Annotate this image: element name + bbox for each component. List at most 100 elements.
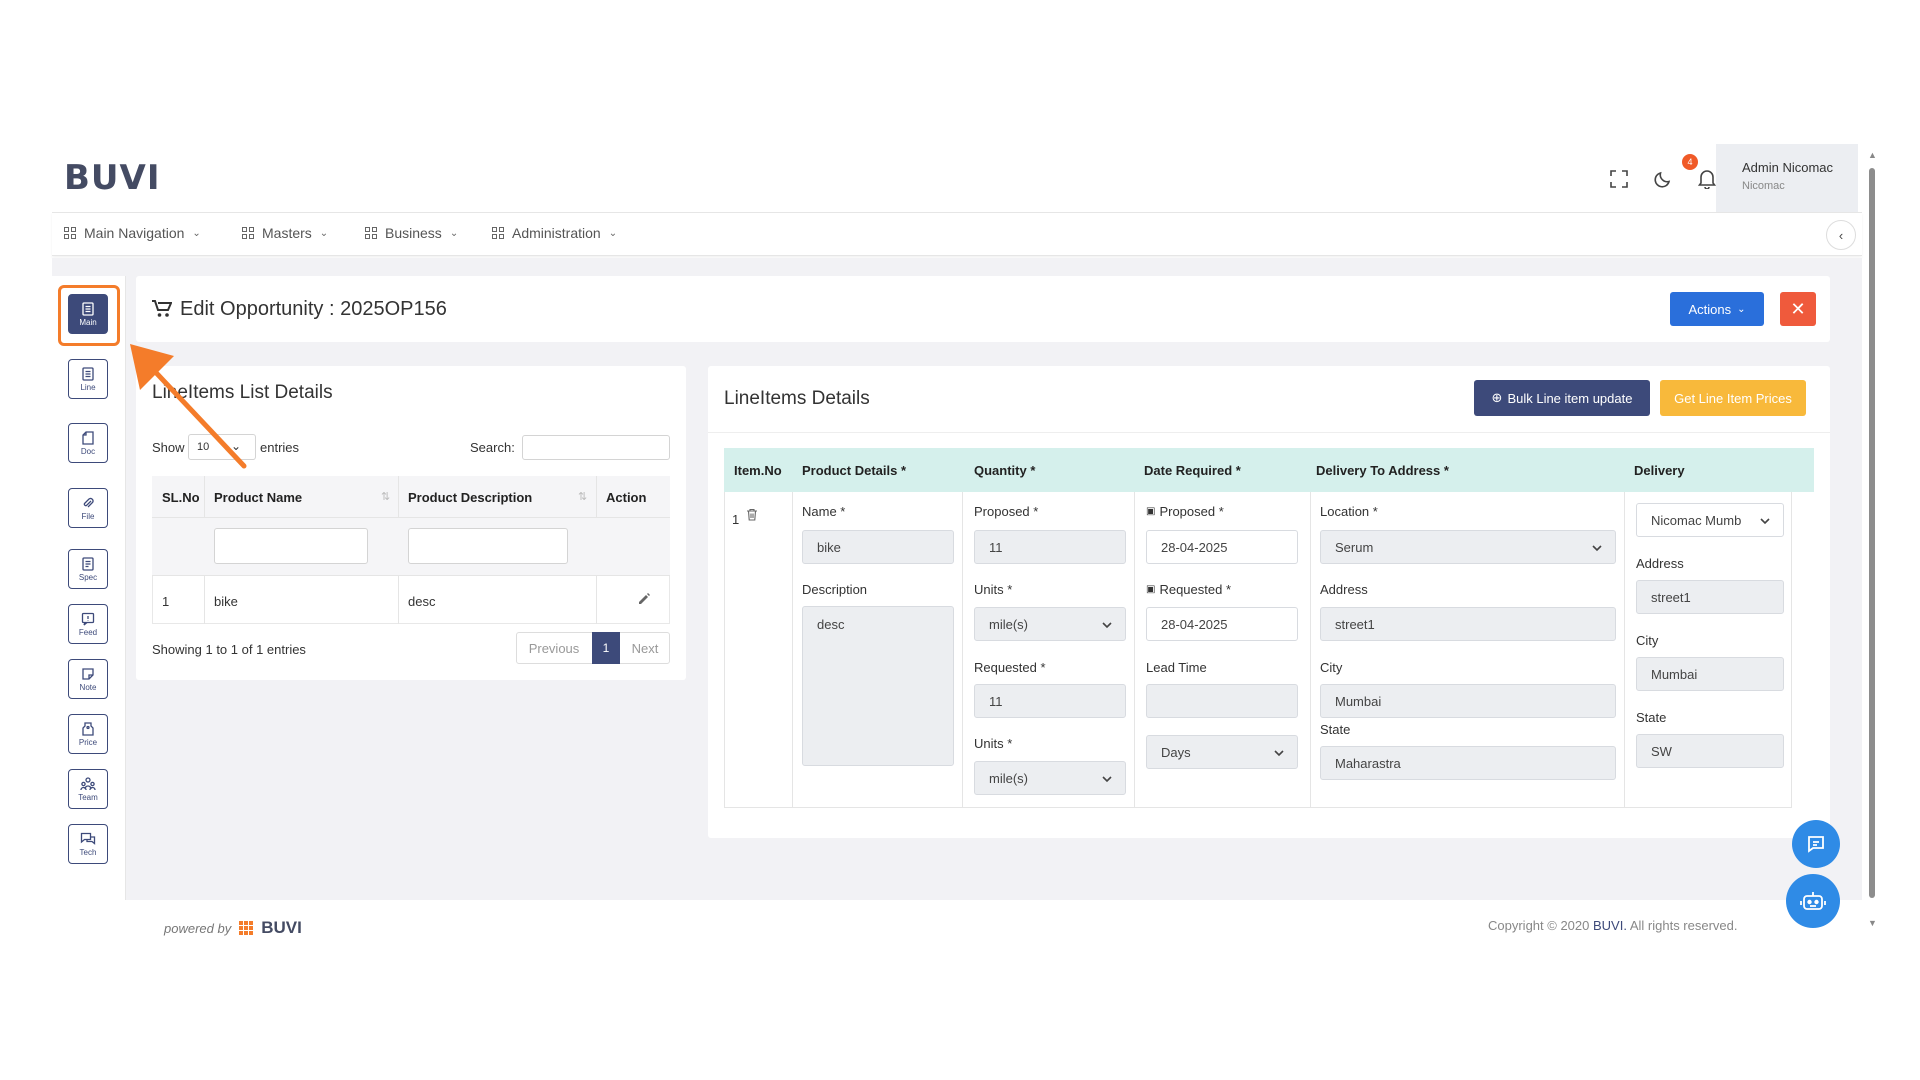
main-nav-bar: Main Navigation ⌄ Masters ⌄ Business ⌄ A…: [52, 212, 1862, 256]
date-proposed-input[interactable]: 28-04-2025: [1146, 530, 1298, 564]
col-product-name[interactable]: Product Name: [214, 490, 303, 505]
sort-icon[interactable]: ⇅: [578, 491, 588, 503]
chat-icon: [80, 832, 96, 845]
search-label: Search:: [470, 440, 515, 455]
delivery-city-input[interactable]: Mumbai: [1636, 657, 1784, 691]
entries-select[interactable]: 10 ⌄: [188, 434, 256, 460]
document-icon: [82, 301, 94, 316]
footer-powered: powered by BUVI: [164, 918, 302, 938]
lead-unit-value: Days: [1161, 744, 1191, 760]
bot-button[interactable]: [1786, 874, 1840, 928]
sidebar-item-line[interactable]: Line: [68, 359, 108, 399]
chevron-down-icon: [1592, 545, 1602, 552]
team-icon: [80, 776, 96, 790]
trash-icon[interactable]: [746, 508, 758, 524]
pagination-previous[interactable]: Previous: [528, 640, 580, 656]
delivery-select[interactable]: Nicomac Mumb: [1636, 503, 1784, 537]
city-input[interactable]: Mumbai: [1320, 684, 1616, 718]
description-textarea[interactable]: desc: [802, 606, 954, 766]
feedback-icon: [81, 612, 95, 625]
scrollbar[interactable]: ▲ ▼: [1866, 150, 1878, 930]
pagination-page[interactable]: 1: [592, 632, 620, 664]
user-menu[interactable]: Admin Nicomac Nicomac: [1716, 144, 1858, 212]
col-quantity: Quantity *: [974, 463, 1036, 478]
search-input[interactable]: [522, 435, 670, 460]
sidebar-item-file[interactable]: File: [68, 488, 108, 528]
page-header-card: [136, 276, 1830, 342]
nav-administration[interactable]: Administration ⌄: [492, 225, 617, 241]
brand-logo[interactable]: BUVI: [64, 158, 161, 198]
bell-icon[interactable]: [1694, 166, 1720, 192]
product-description-filter[interactable]: [408, 528, 568, 564]
sidebar-label: Main: [79, 317, 97, 327]
address-label: Address: [1320, 582, 1368, 597]
sidebar-item-note[interactable]: Note: [68, 659, 108, 699]
bulk-update-button[interactable]: ⊕ Bulk Line item update: [1474, 380, 1650, 416]
nav-main-navigation[interactable]: Main Navigation ⌄: [64, 225, 201, 241]
paperclip-icon: [83, 497, 94, 507]
divider: [708, 432, 1830, 433]
sidebar-item-feed[interactable]: Feed: [68, 604, 108, 644]
robot-icon: [1800, 892, 1826, 910]
proposed-qty-input[interactable]: 11: [974, 530, 1126, 564]
moon-icon[interactable]: [1650, 166, 1676, 192]
state-input[interactable]: Maharastra: [1320, 746, 1616, 780]
get-prices-button[interactable]: Get Line Item Prices: [1660, 380, 1806, 416]
bulk-label: Bulk Line item update: [1507, 390, 1633, 406]
lead-time-input[interactable]: [1146, 684, 1298, 718]
collapse-button[interactable]: ‹: [1826, 220, 1856, 250]
sidebar-label: Line: [80, 382, 96, 392]
scroll-down-icon[interactable]: ▼: [1868, 918, 1877, 928]
chevron-down-icon: [1102, 622, 1112, 629]
delivery-state-label: State: [1636, 710, 1667, 725]
chevron-down-icon: [1760, 518, 1770, 525]
delivery-state-input[interactable]: SW: [1636, 734, 1784, 768]
date-proposed-label-wrap: ▣ Proposed *: [1146, 504, 1224, 519]
sidebar-item-main[interactable]: Main: [68, 294, 108, 334]
column-divider: [1310, 492, 1311, 808]
message-icon: [1808, 836, 1824, 853]
sidebar-item-tech[interactable]: Tech: [68, 824, 108, 864]
user-name: Admin Nicomac: [1742, 160, 1834, 175]
units-select-2[interactable]: mile(s): [974, 761, 1126, 795]
col-product-description[interactable]: Product Description: [408, 490, 533, 505]
sidebar-item-team[interactable]: Team: [68, 769, 108, 809]
date-requested-input[interactable]: 28-04-2025: [1146, 607, 1298, 641]
actions-button[interactable]: Actions ⌄: [1670, 292, 1764, 326]
sidebar-label: Team: [78, 792, 98, 802]
notification-badge: 4: [1682, 154, 1698, 170]
top-bar: [52, 144, 1862, 212]
product-name-filter[interactable]: [214, 528, 368, 564]
lead-unit-select[interactable]: Days: [1146, 735, 1298, 769]
col-slno[interactable]: SL.No: [162, 490, 200, 505]
description-value: desc: [817, 617, 845, 632]
sidebar-item-price[interactable]: Price: [68, 714, 108, 754]
sort-icon[interactable]: ⇅: [381, 491, 391, 503]
sidebar-item-doc[interactable]: Doc: [68, 423, 108, 463]
scrollbar-thumb[interactable]: [1869, 168, 1875, 898]
nav-business[interactable]: Business ⌄: [365, 225, 458, 241]
pagination-next[interactable]: Next: [631, 640, 659, 656]
close-button[interactable]: ✕: [1780, 292, 1816, 326]
edit-icon[interactable]: [638, 592, 651, 608]
list-icon: [82, 366, 94, 381]
requested-label: Requested *: [974, 660, 1046, 675]
note-icon: [82, 667, 94, 680]
name-input[interactable]: bike: [802, 530, 954, 564]
location-select[interactable]: Serum: [1320, 530, 1616, 564]
footer-copyright: Copyright © 2020 BUVI. All rights reserv…: [1488, 918, 1738, 933]
chat-button[interactable]: [1792, 820, 1840, 868]
sidebar-item-spec[interactable]: Spec: [68, 549, 108, 589]
column-divider: [792, 492, 793, 808]
copyright-brand[interactable]: BUVI.: [1592, 918, 1627, 933]
date-requested-label-wrap: ▣ Requested *: [1146, 582, 1231, 597]
units-select[interactable]: mile(s): [974, 607, 1126, 641]
address-input[interactable]: street1: [1320, 607, 1616, 641]
scroll-up-icon[interactable]: ▲: [1868, 150, 1877, 160]
requested-qty-input[interactable]: 11: [974, 684, 1126, 718]
fullscreen-icon[interactable]: [1606, 166, 1632, 192]
delivery-address-input[interactable]: street1: [1636, 580, 1784, 614]
nav-masters[interactable]: Masters ⌄: [242, 225, 328, 241]
state-label: State: [1320, 722, 1351, 737]
nav-label: Administration: [512, 225, 601, 241]
